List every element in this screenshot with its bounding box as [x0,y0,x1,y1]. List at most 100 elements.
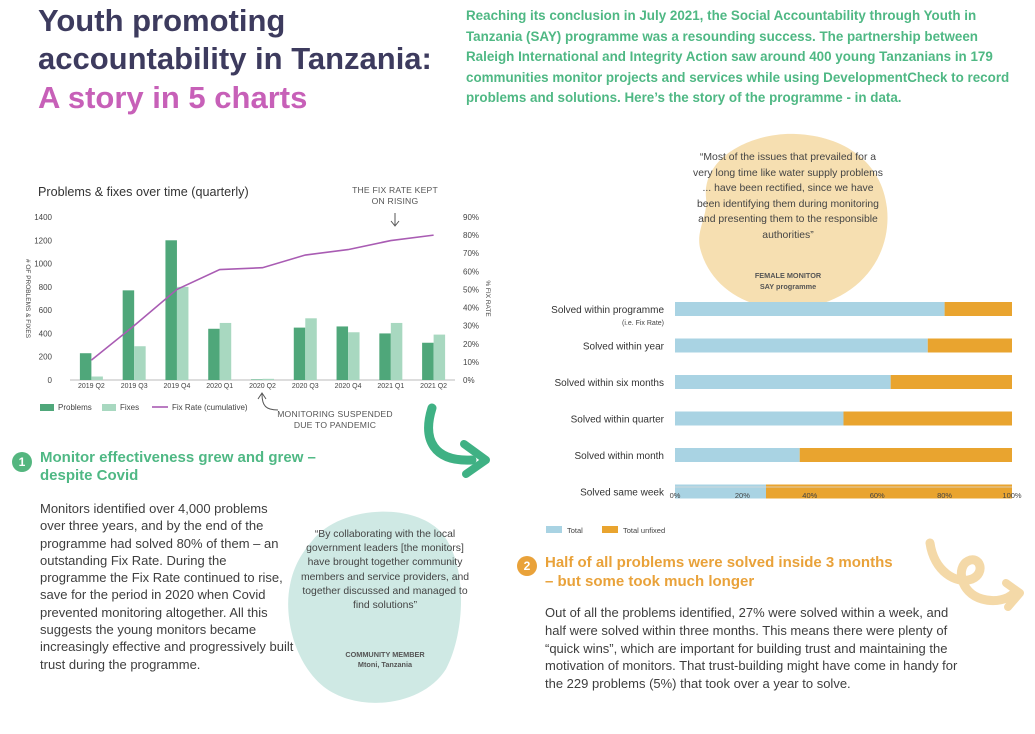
bar-fixes [176,286,189,380]
monitoring-suspended-annotation: MONITORING SUSPENDED DUE TO PANDEMIC [277,409,393,430]
y-axis-label: # OF PROBLEMS & FIXES [24,259,31,339]
y-right-axis-label: % FIX RATE [484,280,491,317]
section2-number-badge: 2 [517,556,537,576]
x-tick-label: 2019 Q3 [121,383,148,390]
fix-rate-annotation: THE FIX RATE KEPT ON RISING [352,185,438,206]
y-right-tick-label: 20% [463,340,479,349]
bar-unfixed [890,375,1012,389]
section1-body: Monitors identified over 4,000 problems … [40,501,294,672]
y-right-tick-label: 40% [463,304,479,313]
bar-problems [165,240,177,380]
legend-swatch-unfixed [602,526,618,533]
category-label: Solved within six months [555,378,665,389]
quote1-attribution: COMMUNITY MEMBER [345,650,425,659]
page-title-line-2: accountability in Tanzania: [38,41,432,76]
bar-fixes [390,322,403,380]
bar-problems [379,333,391,380]
x-tick-label: 60% [870,491,885,500]
y-tick-label: 1000 [34,260,52,269]
line-fix-rate [90,234,434,361]
orange-squiggle-arrow-icon [925,538,1024,611]
x-tick-label: 2020 Q1 [206,383,233,390]
bar-unfixed [799,448,1012,462]
quote1-text: “By collaborating with the local governm… [300,529,470,612]
bar-unfixed [765,484,1012,499]
x-tick-label: 40% [802,491,817,500]
y-right-tick-label: 50% [463,285,479,294]
quote2-text: “Most of the issues that prevailed for a… [693,152,883,241]
annotation-arrow-icon [261,393,279,411]
category-note: (i.e. Fix Rate) [622,320,664,327]
y-right-tick-label: 80% [463,231,479,240]
section1-number-badge: 1 [12,452,32,472]
legend-swatch-problems [40,404,54,411]
bar-problems [336,326,349,380]
bar-total [675,484,766,499]
section2-body: Out of all the problems identified, 27% … [545,605,958,692]
bar-fixes [433,334,446,380]
legend-label-unfixed: Total unfixed [623,526,665,535]
page-subtitle: A story in 5 charts [38,80,308,115]
y-right-tick-label: 70% [463,249,479,258]
legend-label-total: Total [567,526,583,535]
y-right-tick-label: 30% [463,322,479,331]
bar-total [675,302,945,316]
bar-problems [422,342,434,380]
legend-label-fix-rate: Fix Rate (cumulative) [172,403,248,412]
chart2-time-to-solve: Solved within programme (i.e. Fix Rate) So… [546,302,1022,535]
category-label: Solved within quarter [571,415,665,426]
bar-unfixed [944,302,1012,316]
green-arrow-icon [424,403,490,478]
section2-heading: Half of all problems were solved inside … [545,554,893,590]
y-right-tick-label: 60% [463,267,479,276]
x-tick-label: 2020 Q4 [335,383,362,390]
bar-fixes [348,332,360,380]
page-title-line-1: Youth promoting [38,3,286,38]
x-tick-label: 2020 Q3 [292,383,319,390]
bar-total [675,375,891,389]
y-right-tick-label: 90% [463,213,479,222]
category-label: Solved same week [580,488,665,499]
quote2-programme: SAY programme [759,282,817,291]
x-tick-label: 2021 Q2 [420,383,447,390]
y-right-tick-label: 0% [463,376,475,385]
quote1-location: Mtoni, Tanzania [357,660,413,669]
bar-fixes [219,322,232,380]
bar-problems [79,353,92,380]
section1-heading: Monitor effectiveness grew and grew – de… [40,449,316,484]
x-tick-label: 2020 Q2 [249,383,276,390]
bar-unfixed [927,338,1012,353]
x-tick-label: 2019 Q2 [78,383,105,390]
y-right-tick-label: 10% [463,358,479,367]
x-tick-label: 20% [735,491,750,500]
x-tick-label: 100% [1002,491,1022,500]
y-tick-label: 1200 [34,236,52,245]
annotation-arrowhead-icon [257,392,267,400]
bar-problems [251,379,263,380]
category-label: Solved within programme [551,305,664,316]
y-tick-label: 0 [48,376,53,385]
quote-blob-orange [699,133,888,309]
annotation-arrowhead-icon [390,220,400,227]
legend-swatch-total [546,526,562,533]
bar-total [675,338,928,353]
x-tick-label: 2019 Q4 [164,383,191,390]
y-tick-label: 400 [39,329,53,338]
legend-label-problems: Problems [58,403,92,412]
x-tick-label: 0% [670,491,681,500]
chart1-title: Problems & fixes over time (quarterly) [38,185,249,199]
legend-swatch-fixes [102,404,116,411]
quote2-attribution: FEMALE MONITOR [754,271,822,280]
quote-blob-teal [288,511,462,703]
x-tick-label: 2021 Q1 [377,383,404,390]
bar-unfixed [843,411,1012,426]
category-label: Solved within year [583,342,665,353]
y-tick-label: 1400 [34,213,52,222]
bar-fixes [134,346,146,380]
category-label: Solved within month [575,451,665,462]
bar-fixes [305,318,317,380]
intro-paragraph: Reaching its conclusion in July 2021, th… [466,8,1010,105]
x-tick-label: 80% [937,491,952,500]
bar-total [675,448,800,462]
bar-problems [208,328,220,380]
